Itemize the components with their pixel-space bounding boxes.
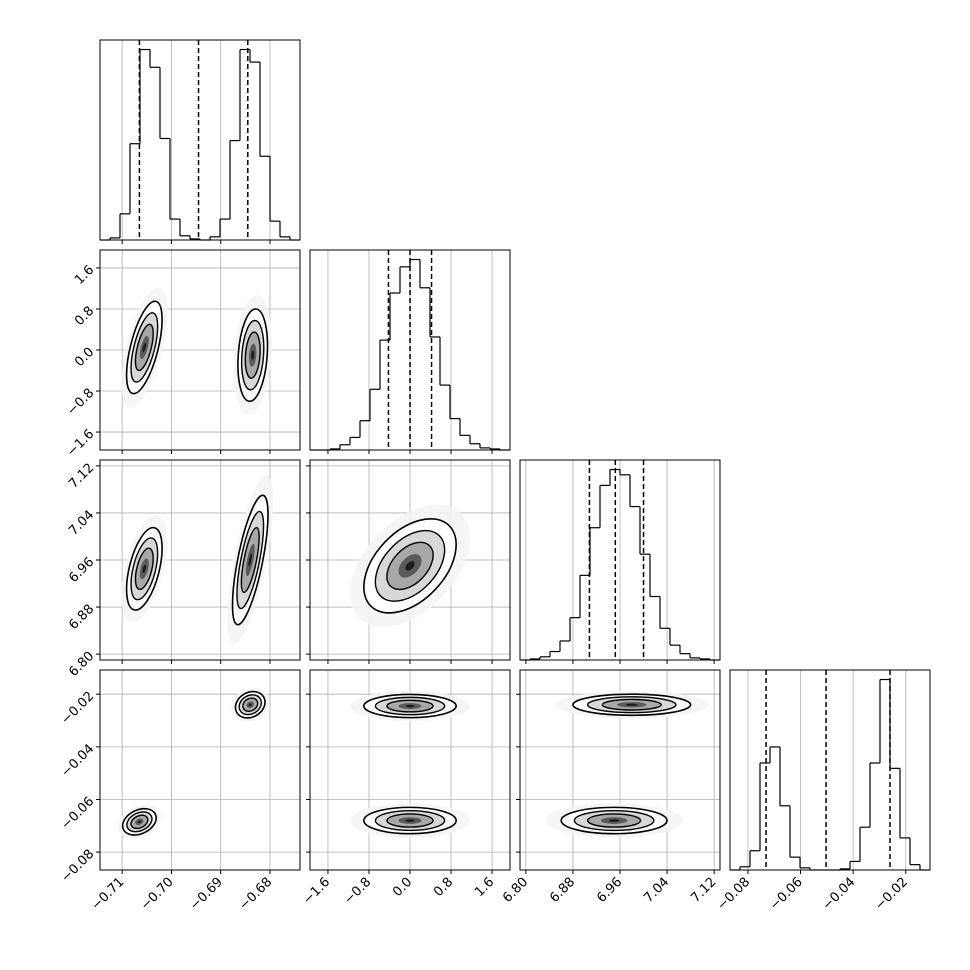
panel-contours [350,691,470,838]
x-tick-label: −0.71 [89,875,128,914]
density-contour [625,703,638,706]
panel-frame [309,669,511,871]
x-tick-label: −0.08 [714,875,753,914]
density-contour [405,819,415,822]
x-tick-label: 0.8 [431,875,456,900]
panel-contours [545,691,709,838]
x-tick-label: 7.04 [641,875,672,906]
panel-contours [121,287,272,416]
y-tick-label: 6.88 [66,602,97,633]
y-tick-label: 7.04 [66,508,97,539]
y-tick-label: 7.12 [66,461,97,492]
x-tick-label: −0.8 [341,875,374,908]
x-tick-label: −0.02 [872,875,911,914]
panel-frame [309,459,511,661]
x-tick-label: 7.12 [688,875,719,906]
y-tick-label: 6.96 [66,555,97,586]
x-tick-label: −0.70 [138,875,177,914]
panel-frame [99,459,301,661]
y-tick-label: −0.06 [59,794,98,833]
density-contour [142,342,147,353]
x-tick-label: 6.96 [594,875,625,906]
panel-frame [99,669,301,871]
panel-contours [117,687,270,839]
panel-frame [729,669,931,871]
x-tick-label: −0.69 [187,875,226,914]
x-tick-label: −1.6 [300,875,333,908]
density-contour [608,819,620,822]
y-tick-label: 6.80 [66,649,97,680]
x-tick-label: 6.88 [547,875,578,906]
panel-frame [519,459,721,661]
panel-contours [349,504,470,628]
panel-frame [99,39,301,241]
density-contour [405,561,415,571]
x-tick-label: −0.68 [236,875,275,914]
density-contour [248,553,253,567]
y-tick-label: −0.8 [64,386,97,419]
y-tick-label: 1.6 [72,263,97,288]
y-tick-label: −0.08 [59,847,98,886]
panel-frame [99,249,301,451]
x-tick-label: 6.80 [500,875,531,906]
x-tick-label: −0.06 [767,875,806,914]
x-tick-label: −0.04 [820,875,859,914]
density-contour [248,703,252,707]
density-contour [251,350,255,360]
panel-frame [519,669,721,871]
density-contour [405,704,415,708]
y-tick-label: −0.02 [59,689,98,728]
panel-frame [309,249,511,451]
x-tick-label: 0.0 [390,875,415,900]
y-tick-label: 0.0 [72,345,97,370]
density-contour [137,820,142,824]
y-tick-label: −0.04 [59,742,98,781]
y-tick-label: −1.6 [64,427,97,460]
x-tick-label: 1.6 [472,875,497,900]
y-tick-label: 0.8 [72,304,97,329]
